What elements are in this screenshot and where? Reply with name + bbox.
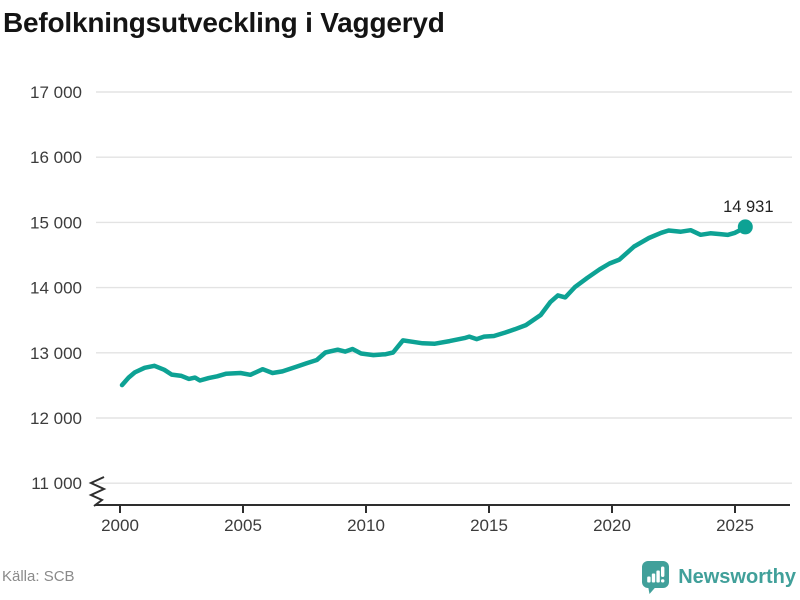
y-tick-label: 13 000 [30, 344, 82, 363]
x-tick-label: 2005 [224, 516, 262, 535]
population-line [119, 224, 748, 388]
newsworthy-logo[interactable]: Newsworthy [641, 560, 796, 595]
y-tick-label: 14 000 [30, 279, 82, 298]
end-point-dot [737, 219, 753, 235]
axis-break-icon [88, 476, 107, 507]
y-tick-label: 16 000 [30, 148, 82, 167]
newsworthy-bars-icon [642, 561, 670, 594]
y-tick-label: 12 000 [30, 409, 82, 428]
y-tick-label: 11 000 [31, 474, 82, 493]
x-tick-label: 2010 [347, 516, 385, 535]
end-value-label: 14 931 [723, 198, 773, 216]
y-tick-label: 15 000 [30, 213, 82, 232]
x-tick-label: 2015 [470, 516, 508, 535]
chart-title: Befolkningsutveckling i Vaggeryd [3, 7, 445, 38]
source-label: Källa: SCB [2, 568, 75, 585]
x-tick-label: 2025 [716, 516, 754, 535]
x-tick-label: 2000 [101, 516, 139, 535]
brand-name: Newsworthy [678, 566, 796, 588]
population-line-chart: 11 000 12 000 13 000 14 000 15 000 16 000 17 0… [30, 83, 792, 535]
y-tick-label: 17 000 [30, 83, 82, 102]
x-tick-label: 2020 [593, 516, 631, 535]
